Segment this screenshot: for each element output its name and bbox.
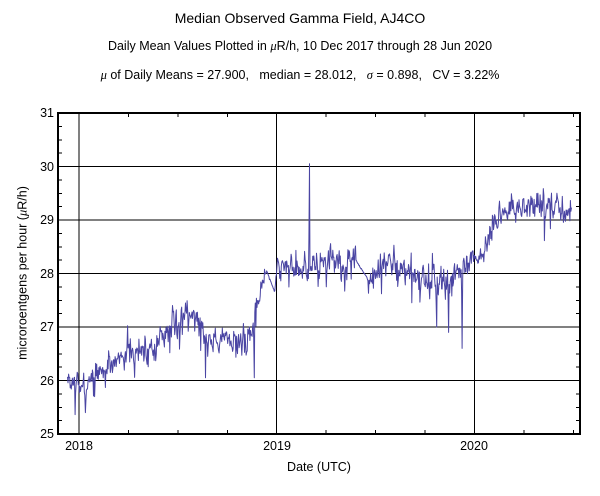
y-tick-label: 25 bbox=[40, 427, 54, 441]
y-tick-label: 31 bbox=[40, 106, 54, 120]
y-tick-label: 30 bbox=[40, 160, 54, 174]
data-series-line bbox=[67, 163, 572, 416]
chart-title: Median Observed Gamma Field, AJ4CO bbox=[174, 10, 426, 26]
chart-subtitle: Daily Mean Values Plotted in μR/h, 10 De… bbox=[0, 39, 600, 54]
plot-frame bbox=[57, 112, 581, 435]
gridlines bbox=[58, 113, 580, 434]
x-axis-title: Date (UTC) bbox=[287, 460, 351, 474]
y-axis-title: microroentgens per hour (μR/h) bbox=[16, 186, 31, 360]
y-tick-label: 29 bbox=[40, 213, 54, 227]
y-tick-label: 26 bbox=[40, 374, 54, 388]
y-tick-label: 27 bbox=[40, 320, 54, 334]
greek-symbol: μ bbox=[100, 68, 107, 82]
text-segment: of Daily Means = 27.900, median = 28.012… bbox=[106, 68, 367, 82]
text-segment: Daily Mean Values Plotted in bbox=[107, 39, 271, 53]
text-segment: R/h) bbox=[15, 186, 30, 210]
x-tick-label: 2020 bbox=[460, 439, 488, 453]
text-segment: = 0.898, CV = 3.22% bbox=[372, 68, 500, 82]
text-segment: R/h, 10 Dec 2017 through 28 Jun 2020 bbox=[276, 39, 493, 53]
x-tick-label: 2019 bbox=[263, 439, 291, 453]
text-segment: microroentgens per hour ( bbox=[15, 216, 30, 360]
y-tick-label: 28 bbox=[40, 267, 54, 281]
greek-symbol: σ bbox=[366, 68, 373, 82]
greek-symbol: μ bbox=[15, 209, 30, 217]
greek-symbol: μ bbox=[270, 39, 277, 53]
chart-stats-line: μ of Daily Means = 27.900, median = 28.0… bbox=[0, 68, 600, 83]
x-tick-label: 2018 bbox=[65, 439, 93, 453]
